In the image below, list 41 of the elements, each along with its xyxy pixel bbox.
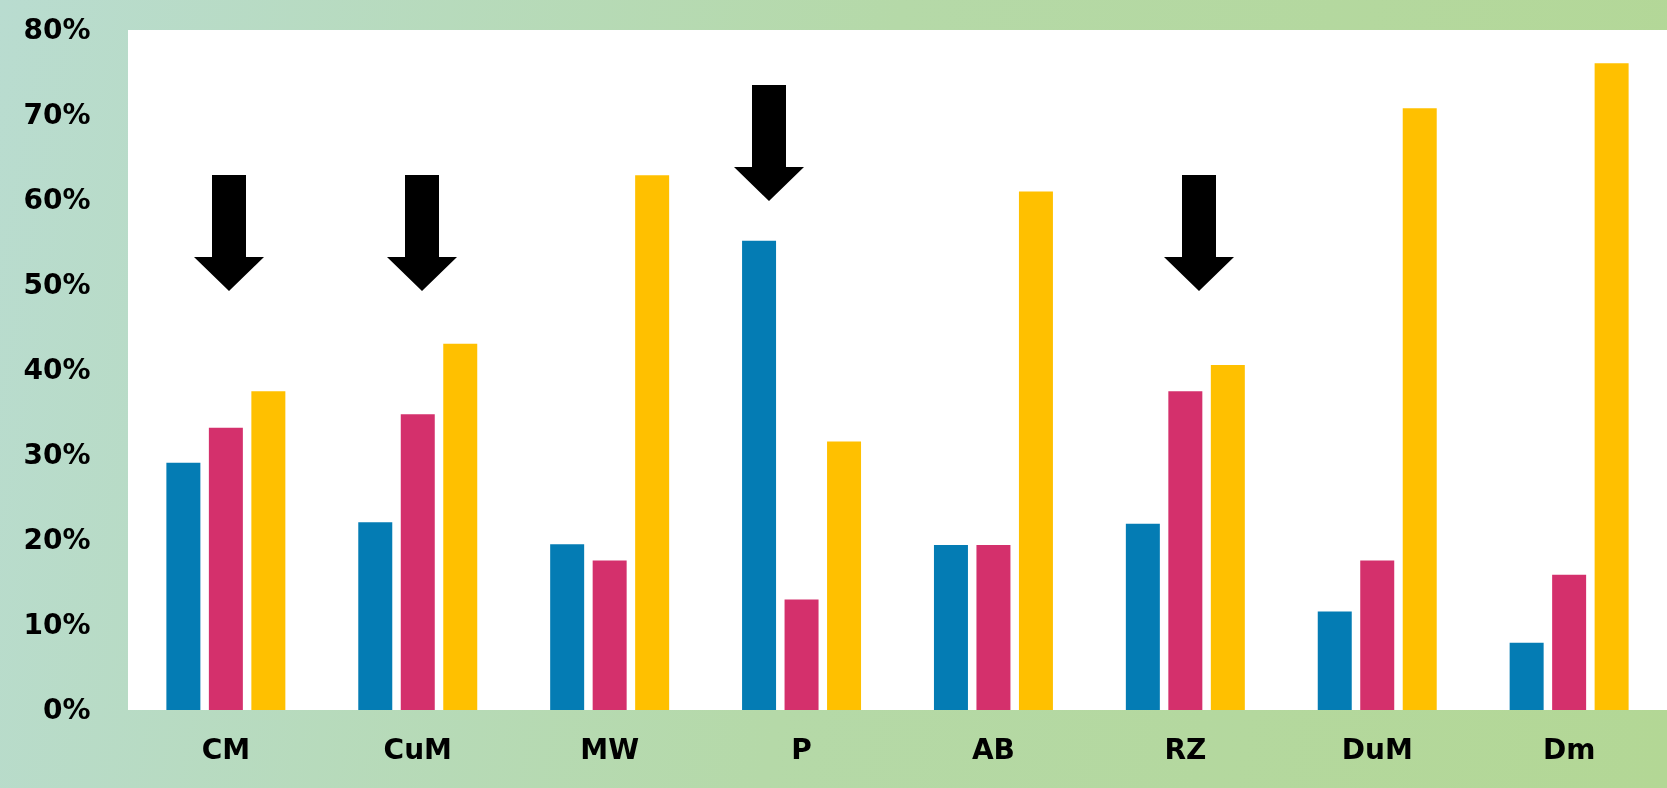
bar: [784, 599, 819, 710]
bar: [827, 441, 862, 710]
bar: [635, 175, 670, 710]
y-tick-label: 40%: [23, 352, 91, 386]
bar: [550, 544, 585, 710]
bar: [933, 545, 968, 710]
bar: [166, 462, 201, 710]
bar: [976, 545, 1011, 710]
x-tick-label: CuM: [383, 732, 452, 766]
x-tick-label: DuM: [1341, 732, 1413, 766]
x-tick-label: Dm: [1542, 732, 1596, 766]
bar: [358, 522, 393, 710]
bar: [1168, 391, 1203, 710]
x-tick-label: AB: [971, 732, 1015, 766]
bar: [208, 427, 243, 710]
bar: [742, 240, 777, 710]
bar: [1594, 63, 1629, 710]
x-tick-label: MW: [580, 732, 640, 766]
y-tick-label: 80%: [23, 12, 91, 46]
bar: [592, 560, 627, 710]
x-tick-label: CM: [201, 732, 251, 766]
bar: [1210, 364, 1245, 710]
bar: [443, 343, 478, 710]
bar: [1317, 611, 1352, 710]
bar: [1018, 191, 1053, 710]
y-tick-label: 60%: [23, 182, 91, 216]
x-tick-label: RZ: [1164, 732, 1207, 766]
bar: [1125, 523, 1160, 710]
bar: [400, 414, 435, 710]
y-tick-label: 30%: [23, 437, 91, 471]
y-tick-label: 0%: [42, 692, 91, 726]
bar: [251, 391, 286, 710]
bar: [1509, 642, 1544, 710]
y-tick-label: 70%: [23, 97, 91, 131]
bar: [1552, 574, 1587, 710]
bar: [1402, 108, 1437, 710]
y-tick-label: 50%: [23, 267, 91, 301]
y-tick-label: 20%: [23, 522, 91, 556]
x-tick-label: P: [791, 732, 812, 766]
bar: [1360, 560, 1395, 710]
y-tick-label: 10%: [23, 607, 91, 641]
